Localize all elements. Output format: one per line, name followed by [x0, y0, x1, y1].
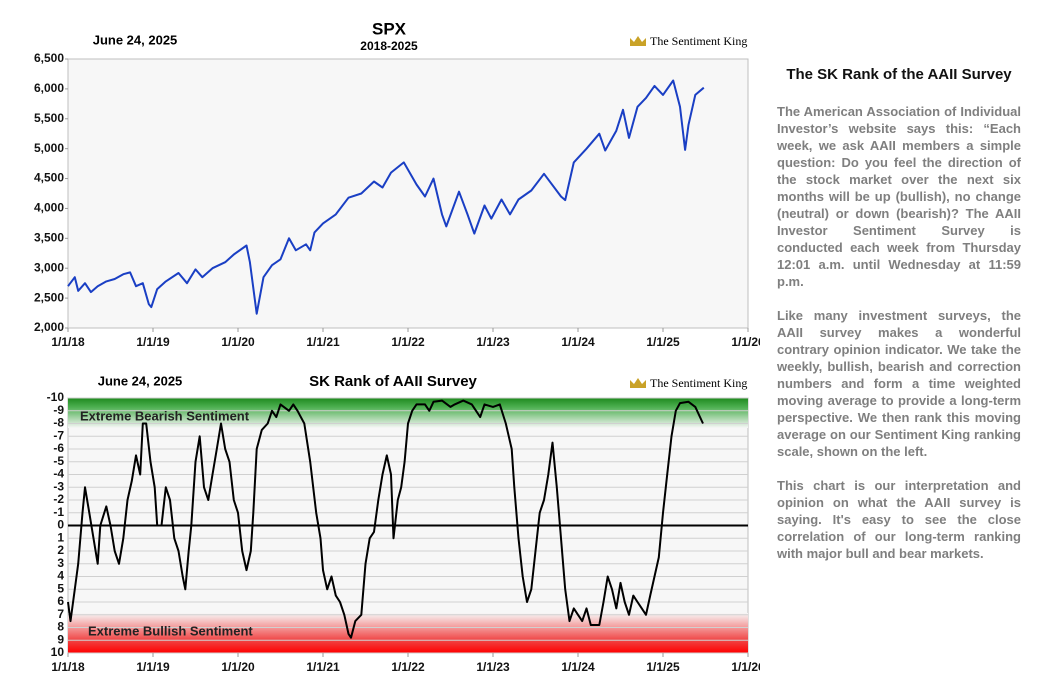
y-tick-label: 9	[57, 632, 64, 646]
plot-area	[67, 58, 749, 329]
y-tick-label: 3,500	[34, 231, 64, 245]
y-tick-label: 6	[57, 594, 64, 608]
annotation: Extreme Bearish Sentiment	[80, 408, 250, 423]
logo-icon	[630, 36, 646, 46]
chart-title: SPX	[372, 19, 407, 38]
x-tick-label: 1/1/25	[646, 335, 680, 349]
data-line	[67, 399, 704, 639]
y-tick-label: -2	[53, 492, 64, 506]
annotation: Extreme Bullish Sentiment	[88, 623, 253, 638]
x-tick-label: 1/1/25	[646, 660, 680, 674]
x-tick-label: 1/1/20	[221, 660, 255, 674]
y-tick-label: 2,000	[34, 320, 64, 334]
y-tick-label: -3	[53, 479, 64, 493]
y-tick-label: 2,500	[34, 290, 64, 304]
y-tick-label: -7	[53, 428, 64, 442]
date-label: June 24, 2025	[93, 32, 178, 47]
paragraph: This chart is our interpretation and opi…	[777, 478, 1021, 561]
sidebar-title: The SK Rank of the AAII Survey	[786, 66, 1012, 83]
y-tick-label: 5,000	[34, 141, 64, 155]
y-tick-label: -5	[53, 454, 64, 468]
x-tick-label: 1/1/24	[561, 335, 595, 349]
x-tick-label: 1/1/19	[136, 335, 170, 349]
y-tick-label: -9	[53, 403, 64, 417]
paragraph: Like many investment surveys, the AAII s…	[777, 308, 1021, 459]
y-tick-label: 7	[57, 607, 64, 621]
x-tick-label: 1/1/21	[306, 660, 340, 674]
y-tick-label: 1	[57, 530, 64, 544]
y-tick-label: 10	[51, 645, 65, 659]
y-tick-label: 6,000	[34, 81, 64, 95]
y-tick-label: 4,000	[34, 201, 64, 215]
y-tick-label: 3,000	[34, 260, 64, 274]
date-label: June 24, 2025	[98, 373, 183, 388]
y-tick-label: -6	[53, 441, 64, 455]
x-tick-label: 1/1/24	[561, 660, 595, 674]
chart-subtitle: 2018-2025	[360, 39, 418, 53]
data-line	[67, 79, 705, 315]
x-tick-label: 1/1/26	[731, 335, 760, 349]
sidebar: The SK Rank of the AAII Survey The Ameri…	[777, 66, 1021, 579]
charts: 2,000 2,500 3,000 3,500 4,000 4,500 5,000 5,500…	[34, 19, 760, 674]
chart-title: SK Rank of AAII Survey	[309, 373, 477, 390]
y-tick-label: -10	[47, 390, 65, 404]
bullish-zone	[68, 613, 748, 653]
x-tick-label: 1/1/22	[391, 660, 425, 674]
y-tick-label: 4,500	[34, 171, 64, 185]
y-tick-label: 8	[57, 620, 64, 634]
y-tick-label: 3	[57, 556, 64, 570]
x-tick-label: 1/1/26	[731, 660, 760, 674]
x-tick-label: 1/1/23	[476, 335, 510, 349]
y-tick-label: -8	[53, 416, 64, 430]
y-tick-label: 5,500	[34, 111, 64, 125]
logo-text: The Sentiment King	[650, 376, 747, 390]
logo-text: The Sentiment King	[650, 34, 747, 48]
x-tick-label: 1/1/22	[391, 335, 425, 349]
y-tick-label: 5	[57, 581, 64, 595]
y-tick-label: -1	[53, 505, 64, 519]
y-tick-label: -4	[53, 467, 64, 481]
x-tick-label: 1/1/18	[51, 335, 85, 349]
x-tick-label: 1/1/21	[306, 335, 340, 349]
x-tick-label: 1/1/23	[476, 660, 510, 674]
x-tick-label: 1/1/19	[136, 660, 170, 674]
y-tick-label: 4	[57, 569, 64, 583]
y-tick-label: 0	[57, 518, 64, 532]
y-tick-label: 2	[57, 543, 64, 557]
x-tick-label: 1/1/18	[51, 660, 85, 674]
logo-icon	[630, 378, 646, 388]
y-tick-label: 6,500	[34, 51, 64, 65]
paragraph: The American Association of Individual I…	[777, 104, 1021, 289]
x-tick-label: 1/1/20	[221, 335, 255, 349]
